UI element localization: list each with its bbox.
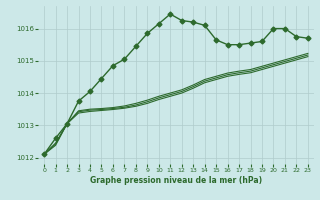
X-axis label: Graphe pression niveau de la mer (hPa): Graphe pression niveau de la mer (hPa): [90, 176, 262, 185]
